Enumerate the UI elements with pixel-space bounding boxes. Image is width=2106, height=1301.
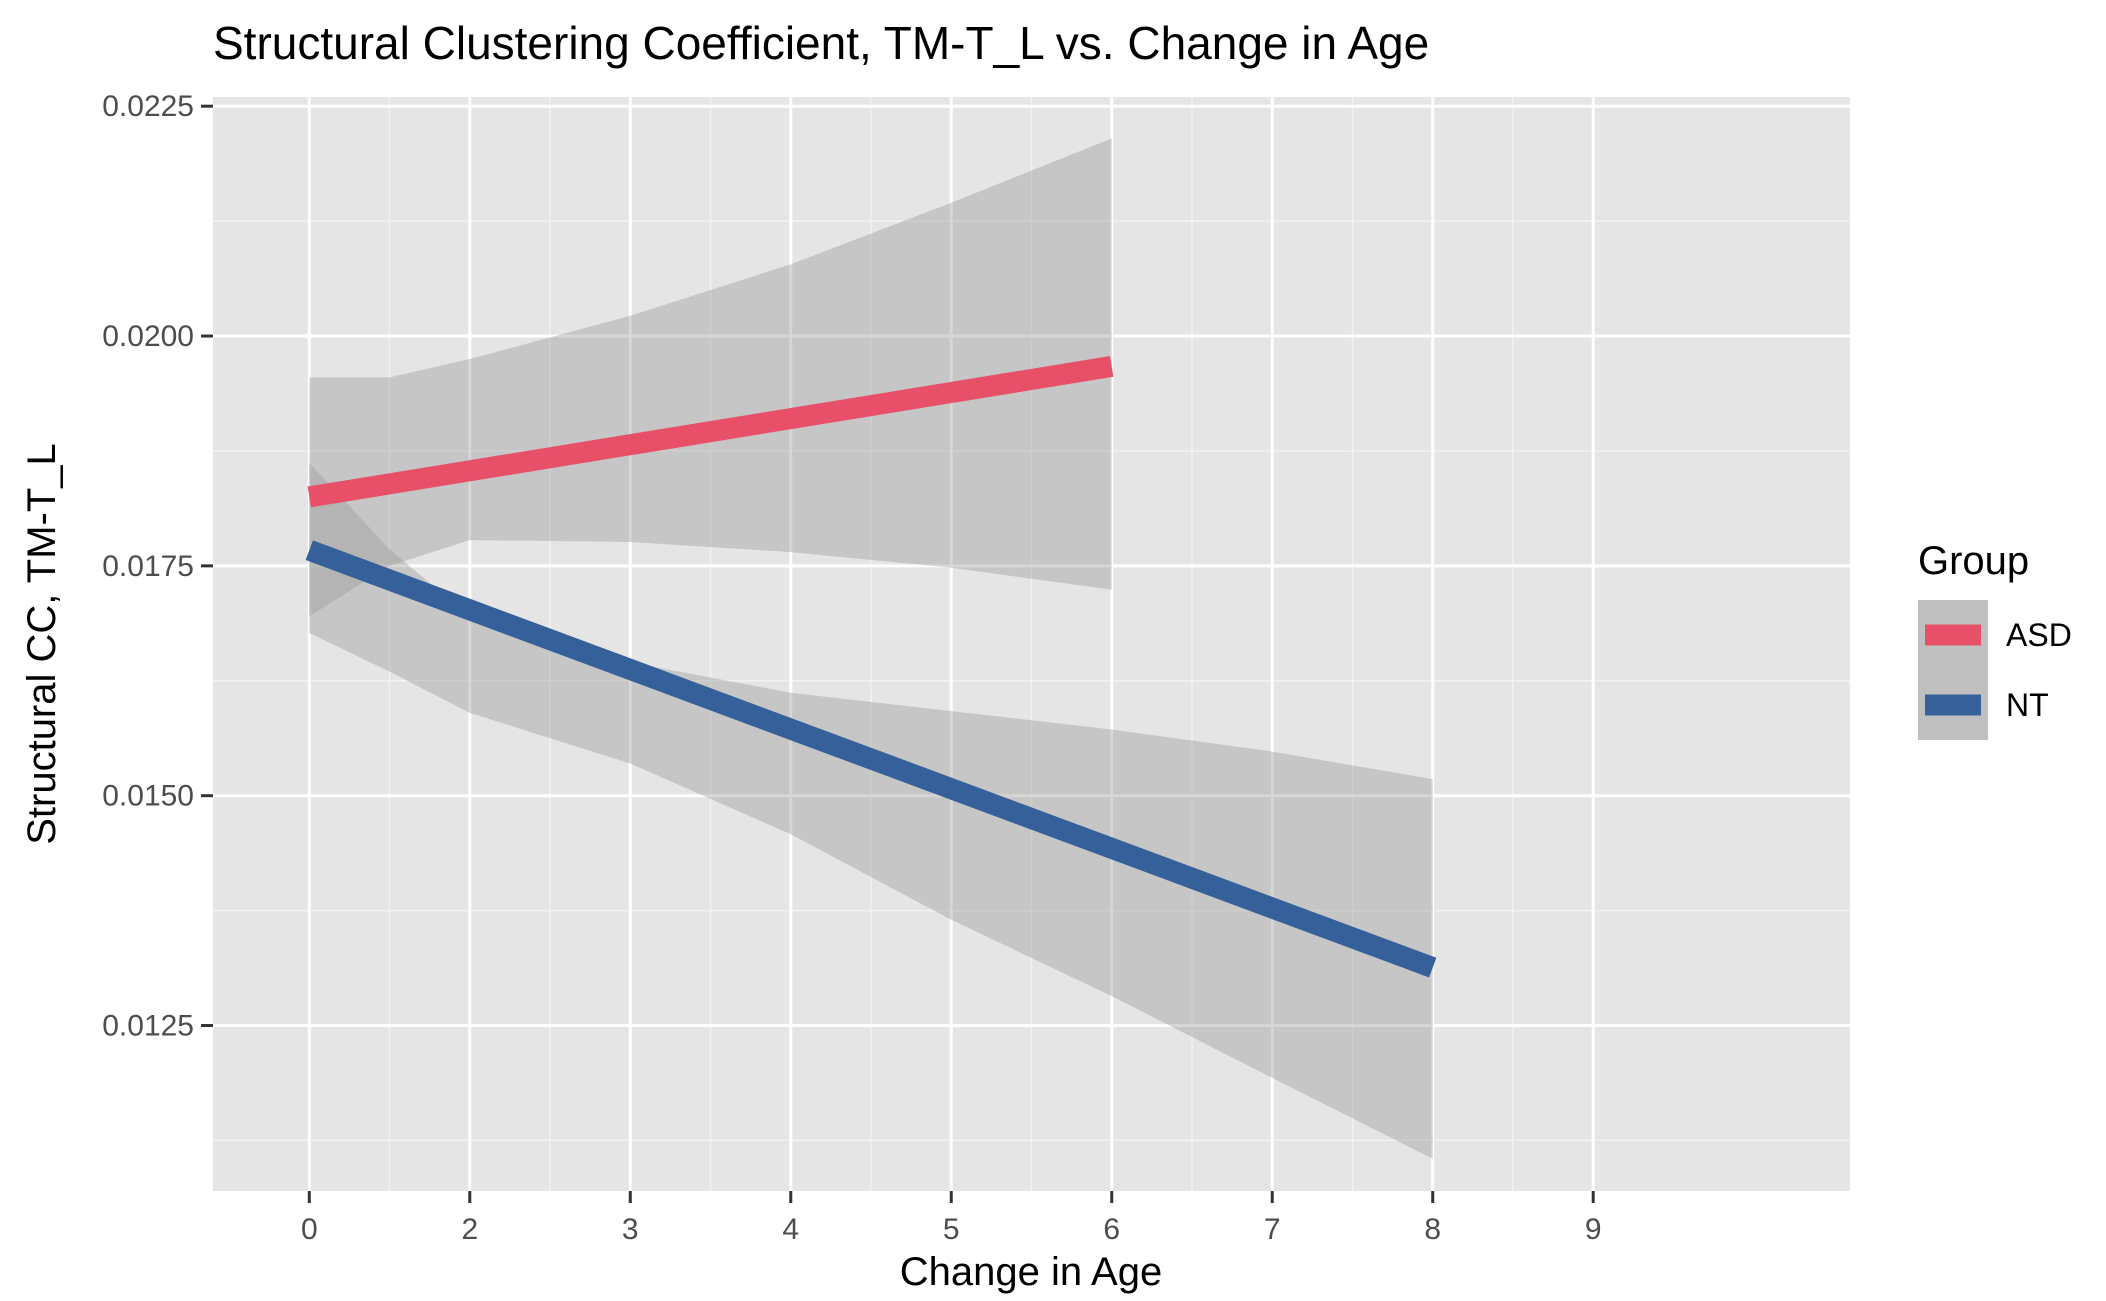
x-tick-label: 0 [301, 1213, 318, 1246]
chart-title: Structural Clustering Coefficient, TM-T_… [213, 17, 1429, 69]
y-axis: 0.0125 0.0150 0.0175 0.0200 0.0225 [102, 90, 213, 1043]
ci-band-asd [309, 138, 1112, 617]
x-tick-label: 9 [1585, 1213, 1602, 1246]
y-tick-label: 0.0200 [102, 320, 194, 353]
y-axis-title: Structural CC, TM-T_L [20, 443, 64, 845]
legend-keys: ASD NT [1918, 600, 2072, 740]
grid-major [213, 97, 1850, 1191]
legend-title: Group [1918, 539, 2029, 583]
fit-lines [305, 356, 1437, 978]
ci-band-nt [309, 462, 1433, 1159]
x-tick-label: 8 [1424, 1213, 1441, 1246]
legend-label-nt: NT [2006, 687, 2049, 723]
x-tick-label: 3 [622, 1213, 639, 1246]
legend: Group ASD NT [1918, 539, 2072, 740]
x-tick-label: 4 [782, 1213, 799, 1246]
y-tick-label: 0.0150 [102, 780, 194, 813]
legend-label-asd: ASD [2006, 617, 2072, 653]
x-axis-title: Change in Age [900, 1250, 1162, 1294]
confidence-bands [309, 138, 1433, 1159]
x-tick-label: 6 [1103, 1213, 1120, 1246]
fit-line-asd [307, 356, 1114, 508]
y-tick-label: 0.0175 [102, 550, 194, 583]
y-tick-label: 0.0225 [102, 90, 194, 123]
x-axis: 0 2 3 4 5 6 7 8 9 [301, 1191, 1602, 1246]
x-tick-label: 2 [461, 1213, 478, 1246]
x-tick-label: 7 [1264, 1213, 1281, 1246]
fit-line-nt [305, 540, 1437, 978]
y-tick-label: 0.0125 [102, 1010, 194, 1043]
x-tick-label: 5 [943, 1213, 960, 1246]
